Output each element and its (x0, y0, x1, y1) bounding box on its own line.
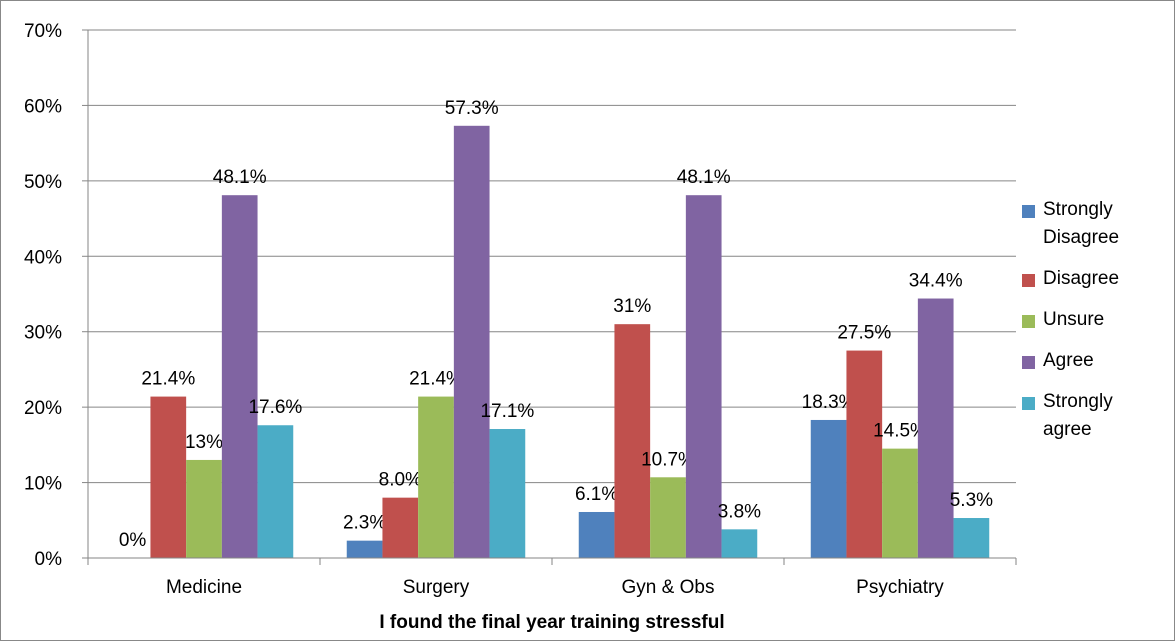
bar (721, 529, 758, 558)
bar (810, 419, 847, 558)
y-tick-label: 70% (24, 21, 62, 42)
bar (578, 511, 615, 558)
value-label: 27.5% (837, 323, 891, 344)
value-label: 3.8% (718, 501, 761, 522)
value-label: 18.3% (802, 392, 856, 413)
legend-label: Unsure (1043, 309, 1105, 330)
bar (917, 298, 954, 558)
value-label: 31% (613, 296, 651, 317)
value-label: 6.1% (575, 484, 618, 505)
bar (150, 396, 187, 558)
y-tick-label: 0% (35, 549, 63, 570)
bar (489, 429, 526, 558)
legend-item: Unsure (1022, 306, 1143, 334)
legend-swatch (1022, 315, 1035, 328)
x-tick-label: Psychiatry (856, 577, 944, 598)
legend-label: Strongly agree (1043, 391, 1113, 440)
legend-label: Strongly Disagree (1043, 199, 1120, 248)
value-label: 10.7% (641, 449, 695, 470)
value-label: 48.1% (213, 167, 267, 188)
legend-item: Strongly Disagree (1022, 196, 1143, 252)
x-tick-label: Gyn & Obs (622, 577, 715, 598)
bar (685, 195, 722, 558)
value-label: 5.3% (950, 490, 993, 511)
legend-item: Disagree (1022, 265, 1143, 293)
value-label: 13% (185, 432, 223, 453)
value-label: 21.4% (409, 369, 463, 390)
bar (257, 425, 294, 558)
value-label: 17.1% (480, 401, 534, 422)
x-tick-label: Surgery (403, 577, 470, 598)
value-label: 21.4% (141, 369, 195, 390)
y-tick-label: 50% (24, 172, 62, 193)
legend-label: Disagree (1043, 268, 1120, 289)
y-tick-label: 10% (24, 474, 62, 495)
bar (221, 195, 258, 558)
value-label: 0% (119, 530, 147, 551)
legend: Strongly Disagree Disagree Unsure Agree Stro… (1022, 196, 1162, 457)
y-tick-label: 20% (24, 398, 62, 419)
bar (882, 448, 918, 558)
legend-item: Strongly agree (1022, 388, 1143, 444)
y-tick-label: 30% (24, 323, 62, 344)
bar (418, 396, 454, 558)
bar (382, 497, 419, 558)
bar (846, 350, 883, 558)
y-tick-label: 60% (24, 96, 62, 117)
bar (614, 324, 651, 558)
legend-swatch (1022, 397, 1035, 410)
value-label: 57.3% (445, 98, 499, 119)
x-tick-label: Medicine (166, 577, 242, 598)
bar (650, 477, 686, 558)
value-label: 48.1% (677, 167, 731, 188)
value-label: 17.6% (248, 397, 302, 418)
value-label: 8.0% (379, 470, 422, 491)
y-tick-label: 40% (24, 247, 62, 268)
value-label: 14.5% (873, 421, 927, 442)
value-label: 34.4% (909, 271, 963, 292)
legend-swatch (1022, 205, 1035, 218)
value-label: 2.3% (343, 513, 386, 534)
legend-swatch (1022, 356, 1035, 369)
bar (186, 459, 222, 558)
bar (453, 125, 490, 559)
bar (346, 540, 383, 558)
bar (953, 518, 990, 558)
x-axis-title: I found the final year training stressfu… (379, 612, 724, 633)
legend-label: Agree (1043, 350, 1094, 371)
legend-item: Agree (1022, 347, 1143, 375)
legend-swatch (1022, 274, 1035, 287)
